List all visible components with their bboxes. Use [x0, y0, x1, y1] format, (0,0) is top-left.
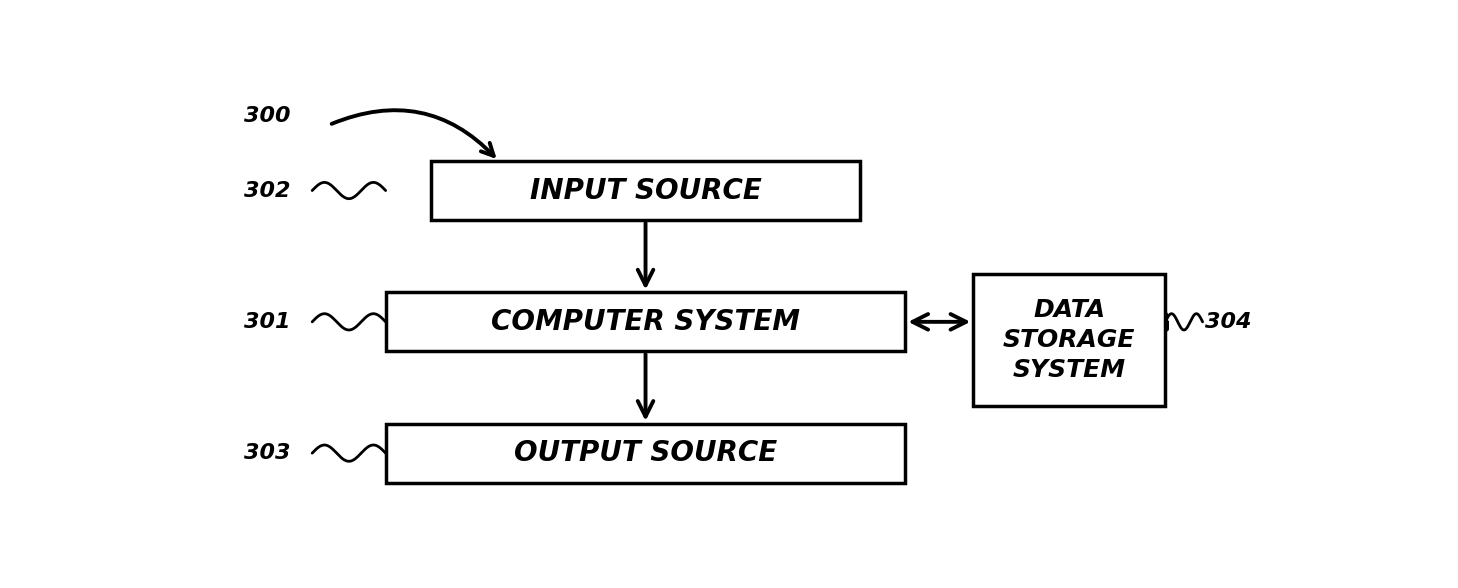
Text: 304: 304	[1204, 312, 1251, 332]
Text: 301: 301	[245, 312, 292, 332]
Text: INPUT SOURCE: INPUT SOURCE	[529, 176, 761, 205]
FancyBboxPatch shape	[385, 292, 905, 351]
Text: OUTPUT SOURCE: OUTPUT SOURCE	[513, 439, 777, 467]
FancyBboxPatch shape	[974, 274, 1165, 406]
Text: 303: 303	[245, 443, 292, 463]
FancyBboxPatch shape	[432, 161, 860, 220]
Text: COMPUTER SYSTEM: COMPUTER SYSTEM	[491, 308, 800, 336]
Text: 302: 302	[245, 181, 292, 201]
Text: 300: 300	[245, 106, 292, 126]
FancyBboxPatch shape	[385, 424, 905, 483]
Text: DATA
STORAGE
SYSTEM: DATA STORAGE SYSTEM	[1003, 298, 1136, 382]
